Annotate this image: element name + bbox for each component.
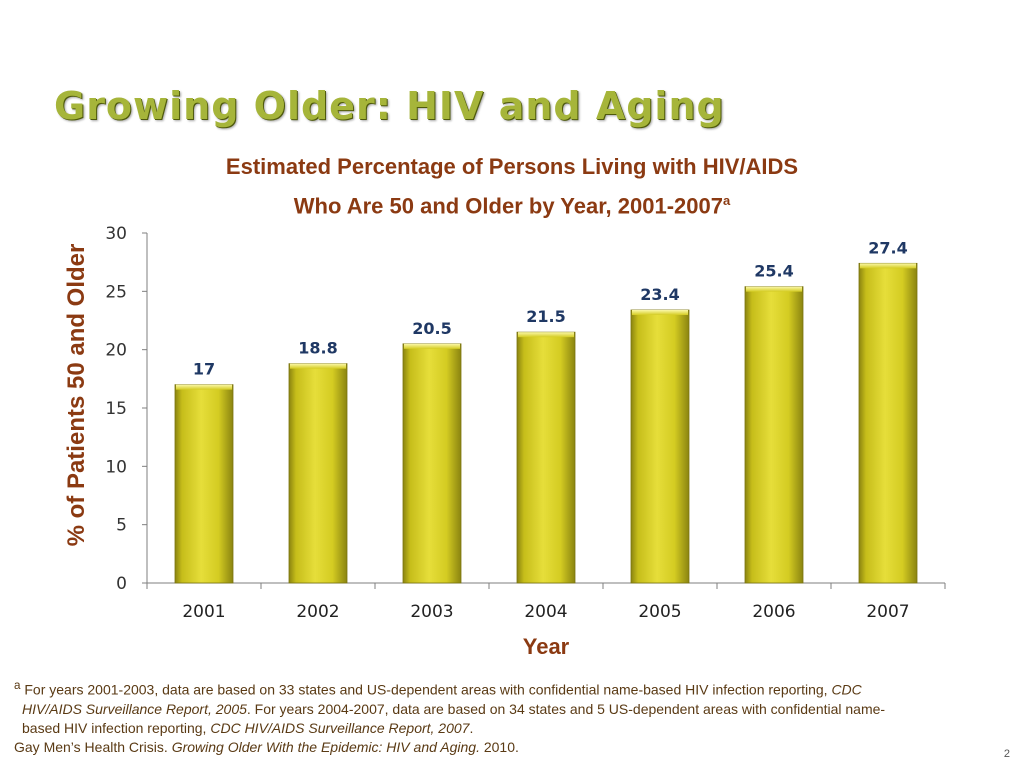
bar-cap [746,286,802,292]
bar-cap [632,310,688,315]
y-tick-label: 20 [105,341,127,361]
bar-2001 [174,384,234,584]
bar-2005 [630,309,690,584]
footnote-citation-1b: HIV/AIDS Surveillance Report, 2005 [22,700,247,717]
data-label: 20.5 [412,319,451,338]
x-tick-label: 2001 [182,602,225,622]
bar-2004 [516,331,576,584]
source-citation: Gay Men’s Health Crisis. Growing Older W… [14,738,994,757]
chart-title: Estimated Percentage of Persons Living w… [0,150,1024,223]
footnote-line2: . For years 2004-2007, data are based on… [246,700,886,717]
bar-cap [860,263,916,269]
x-tick-label: 2004 [524,602,567,622]
bar-2007 [858,262,918,584]
data-label: 18.8 [298,339,337,358]
y-tick-label: 15 [105,399,127,419]
page-number: 2 [1003,748,1010,760]
data-label: 21.5 [526,307,565,326]
y-tick-label: 25 [105,282,127,302]
footnote-citation-2: CDC HIV/AIDS Surveillance Report, 2007 [210,719,470,736]
chart-title-line2-text: Who Are 50 and Older by Year, 2001-2007 [293,193,723,219]
slide-title: Growing Older: HIV and Aging [54,84,725,128]
footnote-note: a For years 2001-2003, data are based on… [14,676,994,738]
footnote-mark: a [14,679,21,692]
footnote-citation-1a: CDC [831,681,862,698]
y-tick-label: 10 [105,457,127,477]
source-title: Growing Older With the Epidemic: HIV and… [171,738,480,755]
footnote-line3-end: . [469,719,474,736]
footnote-indent-3: based HIV infection reporting, CDC HIV/A… [14,720,473,736]
data-label: 27.4 [868,238,907,257]
bar-cap [404,343,460,349]
bar-cap [518,332,574,338]
footnote-line3: based HIV infection reporting, [22,719,211,736]
x-tick-label: 2003 [410,602,453,622]
x-tick-label: 2006 [752,602,795,622]
footnote-line1: For years 2001-2003, data are based on 3… [20,681,832,698]
footnote: a For years 2001-2003, data are based on… [14,676,994,757]
chart-title-line2: Who Are 50 and Older by Year, 2001-2007a [0,184,1024,223]
x-tick-label: 2005 [638,602,681,622]
y-tick-label: 5 [116,516,127,536]
bar-cap [290,363,346,369]
x-tick-label: 2007 [866,602,909,622]
y-tick-label: 30 [105,224,127,244]
data-label: 25.4 [754,262,793,281]
bar-2002 [288,363,348,584]
bar-2003 [402,343,462,584]
y-tick-label: 0 [116,574,127,594]
chart-title-line1: Estimated Percentage of Persons Living w… [225,154,799,179]
bar-cap [176,384,232,390]
chart-title-footnote-mark: a [722,193,731,208]
footnote-indent-2: HIV/AIDS Surveillance Report, 2005. For … [14,701,885,717]
x-tick-label: 2002 [296,602,339,622]
x-axis-title: Year [523,634,570,659]
y-axis-title: % of Patients 50 and Older [63,244,90,547]
data-label: 23.4 [640,285,679,304]
source-year: 2010. [479,738,519,755]
source-author: Gay Men’s Health Crisis. [14,738,172,755]
data-label: 17 [193,360,215,379]
bar-2006 [744,286,804,584]
